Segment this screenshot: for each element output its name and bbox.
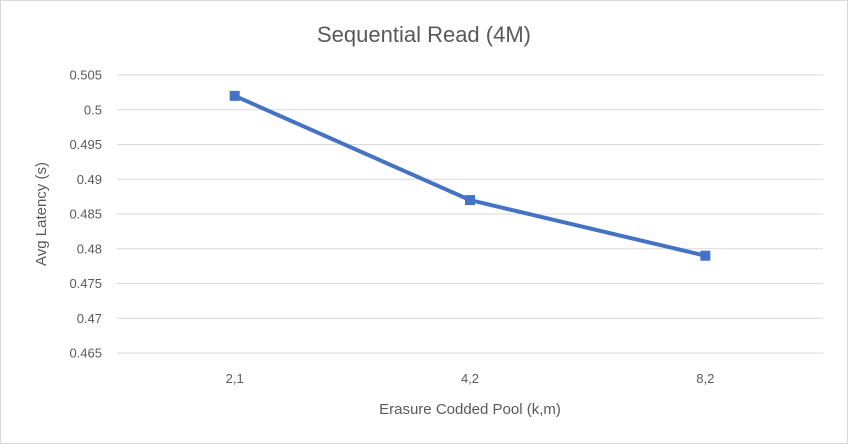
series-line <box>232 93 708 258</box>
series-layer <box>229 90 711 261</box>
y-tick-label: 0.5 <box>84 102 102 117</box>
y-tick-label: 0.48 <box>77 241 102 256</box>
y-tick-label: 0.495 <box>69 137 102 152</box>
gridlines <box>117 74 823 354</box>
x-axis-tick-labels: 2,1 4,2 8,2 <box>226 371 715 386</box>
x-tick-label: 8,2 <box>696 371 714 386</box>
y-tick-label: 0.505 <box>69 68 102 83</box>
y-tick-label: 0.475 <box>69 276 102 291</box>
y-axis-title: Avg Latency (s) <box>33 162 50 266</box>
x-tick-label: 4,2 <box>461 371 479 386</box>
y-tick-label: 0.485 <box>69 207 102 222</box>
x-tick-label: 2,1 <box>226 371 244 386</box>
data-point-marker <box>229 90 240 101</box>
y-tick-label: 0.47 <box>77 311 102 326</box>
y-tick-label: 0.49 <box>77 172 102 187</box>
chart-title: Sequential Read (4M) <box>317 22 531 47</box>
data-point-marker <box>700 250 711 261</box>
y-tick-label: 0.465 <box>69 346 102 361</box>
y-axis-tick-labels: 0.465 0.47 0.475 0.48 0.485 0.49 0.495 0.5 0.505 <box>69 68 102 361</box>
x-axis-title: Erasure Codded Pool (k,m) <box>379 401 561 418</box>
data-point-marker <box>465 195 475 206</box>
